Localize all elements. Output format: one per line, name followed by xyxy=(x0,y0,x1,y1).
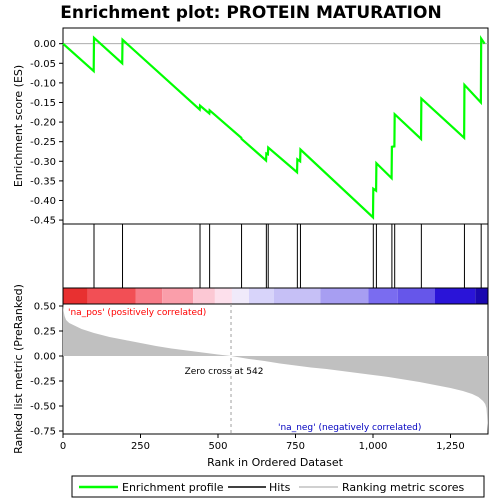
ranking-y-tick-label: -0.75 xyxy=(30,427,56,438)
chart-title: Enrichment plot: PROTEIN MATURATION xyxy=(60,3,441,23)
es-y-tick-label: -0.20 xyxy=(30,118,56,129)
colorbar-segment xyxy=(162,288,194,304)
colorbar-segment xyxy=(248,288,274,304)
legend-hits-label: Hits xyxy=(269,481,291,494)
x-tick-label: 250 xyxy=(131,441,150,452)
legend-ranking-label: Ranking metric scores xyxy=(342,481,464,494)
es-panel-frame xyxy=(62,27,489,225)
colorbar-segment xyxy=(434,288,476,304)
es-y-tick-label: -0.40 xyxy=(30,196,56,207)
ranking-metric-panel: 0.50 0.25 0.00 -0.25 -0.50 -0.75 'na_pos' (po… xyxy=(30,302,489,452)
colorbar-segment xyxy=(63,288,88,304)
es-y-tick-label: -0.25 xyxy=(30,137,56,148)
colorbar-segment xyxy=(368,288,398,304)
x-tick-label: 500 xyxy=(208,441,227,452)
colorbar-segment xyxy=(475,288,488,304)
ranking-y-tick-label: 0.50 xyxy=(34,302,56,313)
x-tick-label: 0 xyxy=(60,441,66,452)
colorbar-segment xyxy=(135,288,163,304)
ranking-colorbar xyxy=(63,288,488,304)
hit-lines xyxy=(93,224,482,288)
colorbar-segment xyxy=(320,288,369,304)
es-y-tick-label: -0.15 xyxy=(30,98,56,109)
x-tick-label: 750 xyxy=(286,441,305,452)
zero-cross-label: Zero cross at 542 xyxy=(185,367,264,377)
colorbar-segment xyxy=(273,288,321,304)
es-y-ticks: 0.00 -0.05 -0.10 -0.15 -0.20 -0.25 -0.30 -0.35 -… xyxy=(30,39,488,227)
hits-panel xyxy=(62,223,489,289)
x-axis-label: Rank in Ordered Dataset xyxy=(207,456,344,469)
ranking-y-tick-label: 0.00 xyxy=(34,352,56,363)
es-y-tick-label: -0.10 xyxy=(30,78,56,89)
colorbar-segment xyxy=(397,288,435,304)
hits-panel-frame xyxy=(62,223,489,289)
es-y-tick-label: -0.35 xyxy=(30,176,56,187)
negative-correlation-label: 'na_neg' (negatively correlated) xyxy=(278,423,421,433)
ranking-y-tick-label: 0.25 xyxy=(34,327,56,338)
ranking-y-ticks: 0.50 0.25 0.00 -0.25 -0.50 -0.75 xyxy=(30,302,63,438)
es-panel: 0.00 -0.05 -0.10 -0.15 -0.20 -0.25 -0.30 -0.35 -… xyxy=(30,27,489,227)
enrichment-profile-line xyxy=(62,34,486,220)
x-axis-ticks: 0 250 500 750 1,000 1,250 xyxy=(60,434,465,452)
es-y-axis-label: Enrichment score (ES) xyxy=(12,65,25,187)
es-y-tick-label: -0.45 xyxy=(30,216,56,227)
ranking-y-tick-label: -0.50 xyxy=(30,402,56,413)
colorbar-segment xyxy=(214,288,232,304)
legend-enrichment-label: Enrichment profile xyxy=(122,481,224,494)
ranking-y-axis-label: Ranked list metric (PreRanked) xyxy=(12,284,25,454)
ranking-y-tick-label: -0.25 xyxy=(30,377,56,388)
colorbar-segment xyxy=(87,288,136,304)
x-tick-label: 1,250 xyxy=(436,441,465,452)
legend: Enrichment profile Hits Ranking metric s… xyxy=(71,475,485,498)
colorbar-segment xyxy=(231,288,249,304)
ranking-metric-area xyxy=(63,304,488,431)
es-y-tick-label: 0.00 xyxy=(34,39,56,50)
legend-box xyxy=(71,475,485,498)
es-y-tick-label: -0.05 xyxy=(30,59,56,70)
x-tick-label: 1,000 xyxy=(359,441,388,452)
colorbar-segment xyxy=(193,288,215,304)
positive-correlation-label: 'na_pos' (positively correlated) xyxy=(68,308,206,318)
es-y-tick-label: -0.30 xyxy=(30,157,56,168)
